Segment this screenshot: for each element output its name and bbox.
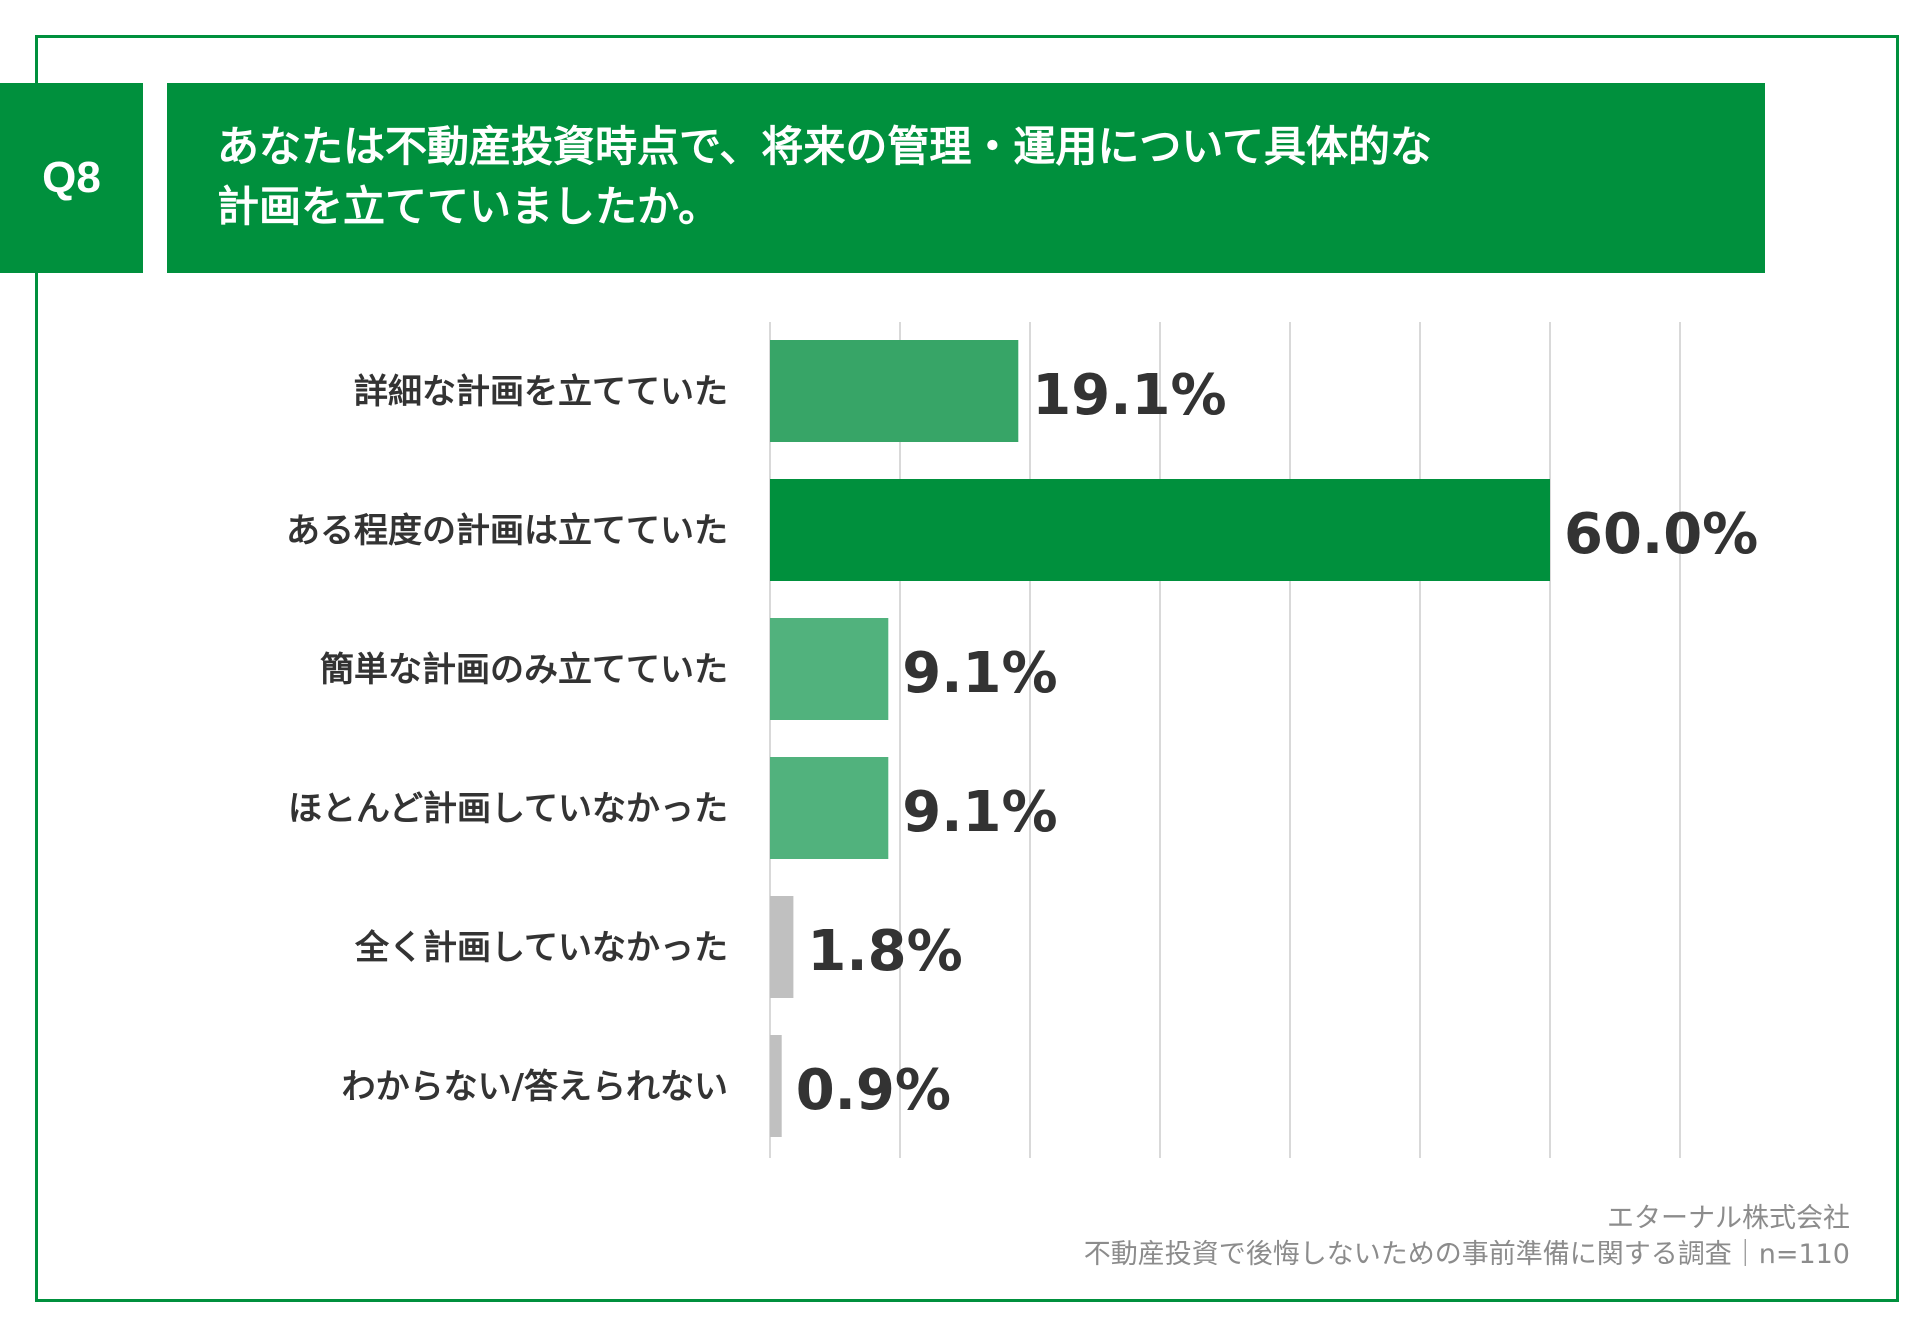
bar-2 [770,479,1550,581]
question-title: あなたは不動産投資時点で、将来の管理・運用について具体的な 計画を立てていました… [167,83,1765,273]
question-title-line-1: あなたは不動産投資時点で、将来の管理・運用について具体的な [217,122,1433,171]
value-label: 19.1% [1032,363,1226,428]
category-label: 全く計画していなかった [354,928,728,968]
category-label: ある程度の計画は立てていた [286,511,728,551]
category-label: わからない/答えられない [342,1067,728,1107]
value-labels: 19.1% 60.0% 9.1% 9.1% 1.8% 0.9% [796,363,1759,1123]
bars [770,340,1550,1137]
bar-5 [770,896,794,998]
survey-name: 不動産投資で後悔しないための事前準備に関する調査｜n=110 [1083,1239,1850,1270]
chart-frame [35,35,1899,1302]
value-label: 9.1% [902,641,1057,706]
value-label: 0.9% [796,1058,951,1123]
category-label: 詳細な計画を立てていた [354,372,728,412]
value-label: 9.1% [902,780,1057,845]
value-label: 1.8% [807,919,962,984]
bar-3 [770,618,889,720]
category-label: 簡単な計画のみ立てていた [320,650,728,690]
question-badge: Q8 [0,83,143,273]
category-label: ほとんど計画していなかった [288,789,728,829]
source-company: エターナル株式会社 [1607,1203,1850,1234]
gridlines [769,322,1681,1158]
value-label: 60.0% [1564,502,1758,567]
question-title-line-2: 計画を立てていましたか。 [217,182,721,231]
bar-4 [770,757,889,859]
bar-1 [770,340,1019,442]
bar-6 [770,1035,782,1137]
category-labels: 詳細な計画を立てていたある程度の計画は立てていた簡単な計画のみ立てていたほとんど… [286,372,728,1107]
